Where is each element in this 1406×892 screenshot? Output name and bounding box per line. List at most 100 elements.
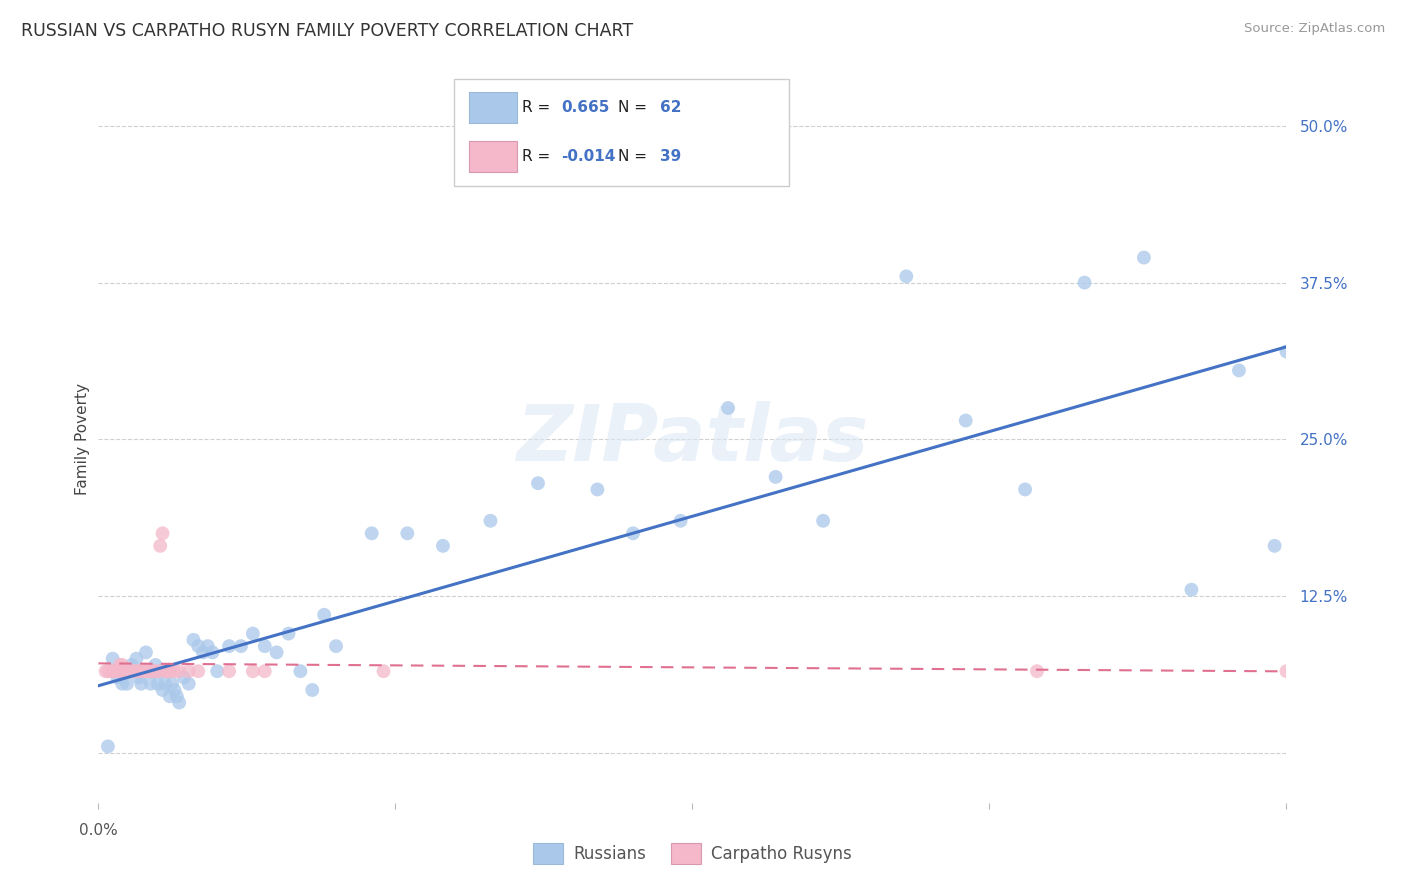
Point bbox=[107, 670, 129, 684]
Point bbox=[253, 664, 276, 678]
Point bbox=[373, 664, 395, 678]
Point bbox=[1264, 539, 1286, 553]
Point bbox=[167, 696, 190, 710]
Point bbox=[153, 664, 176, 678]
Point bbox=[277, 626, 299, 640]
Point bbox=[128, 670, 150, 684]
Point bbox=[177, 677, 200, 691]
Point bbox=[396, 526, 419, 541]
Point bbox=[146, 664, 169, 678]
Point bbox=[201, 645, 224, 659]
Point bbox=[253, 639, 276, 653]
Point bbox=[115, 664, 138, 678]
Point bbox=[149, 664, 172, 678]
Text: N =: N = bbox=[617, 100, 651, 115]
Point bbox=[177, 664, 200, 678]
Point bbox=[125, 664, 148, 678]
Point bbox=[114, 664, 136, 678]
Point bbox=[183, 632, 205, 647]
Point bbox=[135, 664, 157, 678]
Point bbox=[1275, 664, 1298, 678]
Point bbox=[242, 626, 264, 640]
Point bbox=[135, 645, 157, 659]
Point bbox=[132, 664, 155, 678]
Point bbox=[146, 677, 169, 691]
Point bbox=[111, 657, 134, 672]
Point bbox=[955, 413, 977, 427]
Point bbox=[242, 664, 264, 678]
Point bbox=[360, 526, 382, 541]
Point bbox=[142, 664, 165, 678]
Point bbox=[314, 607, 336, 622]
Point bbox=[159, 664, 181, 678]
Point bbox=[301, 683, 323, 698]
Point bbox=[122, 664, 145, 678]
Point bbox=[290, 664, 312, 678]
Point bbox=[479, 514, 502, 528]
Point bbox=[139, 664, 162, 678]
Point bbox=[187, 639, 209, 653]
Point bbox=[669, 514, 692, 528]
Point bbox=[1133, 251, 1156, 265]
Point bbox=[101, 651, 124, 665]
Point bbox=[97, 664, 120, 678]
Text: N =: N = bbox=[617, 149, 651, 164]
Point bbox=[811, 514, 834, 528]
Point bbox=[218, 639, 240, 653]
Point bbox=[432, 539, 454, 553]
Point bbox=[111, 664, 134, 678]
Point bbox=[101, 664, 124, 678]
Point bbox=[153, 677, 176, 691]
Text: R =: R = bbox=[522, 100, 555, 115]
Point bbox=[166, 690, 188, 704]
Point bbox=[94, 664, 117, 678]
Point bbox=[160, 677, 183, 691]
Point bbox=[149, 539, 172, 553]
Point bbox=[1073, 276, 1095, 290]
Point bbox=[717, 401, 740, 415]
Point bbox=[97, 739, 120, 754]
Point bbox=[218, 664, 240, 678]
Point bbox=[129, 677, 152, 691]
Point bbox=[136, 664, 159, 678]
Point bbox=[129, 664, 152, 678]
Point bbox=[187, 664, 209, 678]
Point bbox=[156, 664, 179, 678]
Text: R =: R = bbox=[522, 149, 555, 164]
Point bbox=[1275, 344, 1298, 359]
Point bbox=[1014, 483, 1036, 497]
Point bbox=[139, 677, 162, 691]
Text: 62: 62 bbox=[659, 100, 682, 115]
Point bbox=[163, 683, 186, 698]
Point bbox=[122, 664, 145, 678]
Point bbox=[586, 483, 609, 497]
Point bbox=[1227, 363, 1250, 377]
Text: 0.665: 0.665 bbox=[561, 100, 610, 115]
Point bbox=[121, 657, 143, 672]
Point bbox=[135, 664, 157, 678]
Point bbox=[142, 664, 165, 678]
Point bbox=[121, 664, 143, 678]
Point bbox=[229, 639, 252, 653]
Text: ZIPatlas: ZIPatlas bbox=[516, 401, 869, 477]
Point bbox=[111, 677, 134, 691]
Point bbox=[1180, 582, 1202, 597]
Point bbox=[107, 664, 129, 678]
Y-axis label: Family Poverty: Family Poverty bbox=[75, 384, 90, 495]
Point bbox=[145, 657, 167, 672]
Point bbox=[98, 664, 121, 678]
Point bbox=[125, 651, 148, 665]
Point bbox=[1026, 664, 1049, 678]
Point bbox=[163, 664, 186, 678]
Text: 39: 39 bbox=[659, 149, 681, 164]
Point bbox=[167, 664, 190, 678]
Text: RUSSIAN VS CARPATHO RUSYN FAMILY POVERTY CORRELATION CHART: RUSSIAN VS CARPATHO RUSYN FAMILY POVERTY… bbox=[21, 22, 633, 40]
Point bbox=[621, 526, 644, 541]
Point bbox=[765, 470, 787, 484]
Point bbox=[108, 657, 131, 672]
Point bbox=[527, 476, 550, 491]
Point bbox=[896, 269, 918, 284]
Point bbox=[118, 664, 141, 678]
Point bbox=[159, 690, 181, 704]
Point bbox=[266, 645, 288, 659]
